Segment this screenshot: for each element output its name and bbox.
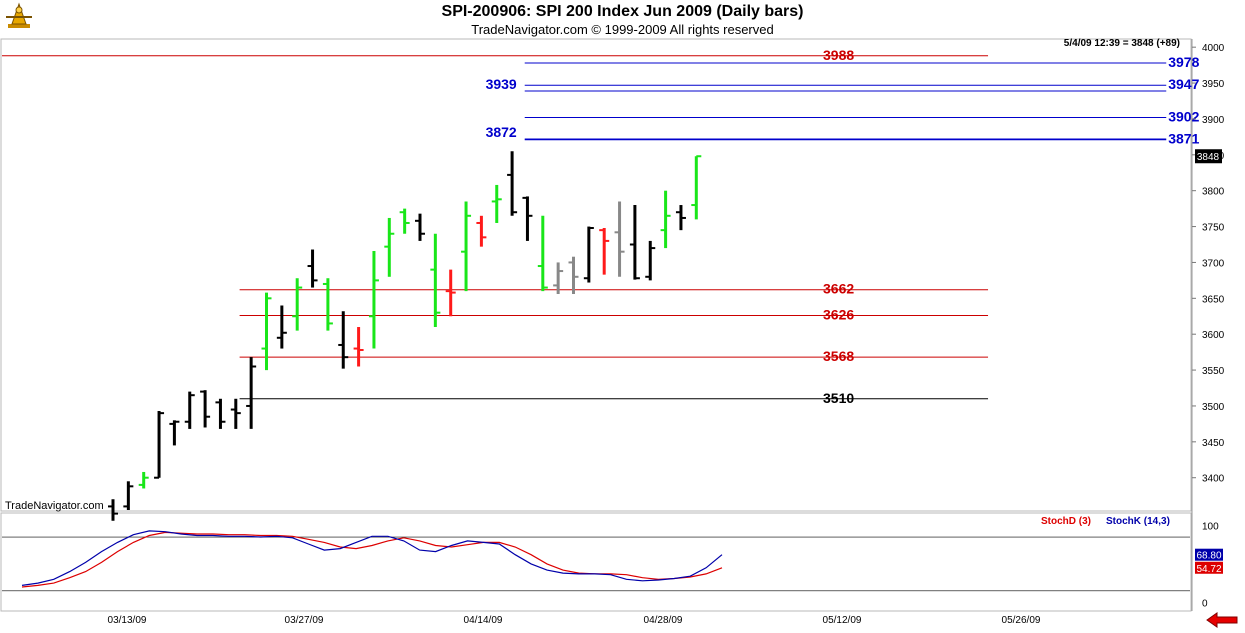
ohlc-bar bbox=[307, 249, 318, 288]
ohlc-bar bbox=[322, 278, 333, 331]
ohlc-bar bbox=[491, 184, 502, 223]
legend-stochk: StochK (14,3) bbox=[1106, 516, 1170, 527]
ohlc-bar bbox=[461, 201, 472, 292]
level-label: 3568 bbox=[823, 348, 854, 364]
last-quote-readout: 5/4/09 12:39 = 3848 (+89) bbox=[1063, 38, 1180, 49]
ohlc-bar bbox=[246, 357, 257, 429]
chart-title: SPI-200906: SPI 200 Index Jun 2009 (Dail… bbox=[441, 3, 804, 20]
y-tick-label: 3650 bbox=[1202, 294, 1225, 305]
stochk-value-label: 68.80 bbox=[1196, 551, 1221, 562]
ohlc-bar bbox=[660, 190, 671, 249]
y-tick-label: 3500 bbox=[1202, 402, 1225, 413]
last-price-label: 3848 bbox=[1197, 152, 1220, 163]
stoch-y-tick-label: 0 bbox=[1202, 598, 1208, 609]
axes: 3400345035003550360036503700375038003850… bbox=[108, 43, 1225, 626]
stoch-plot-area: StochD (3) StochK (14,3) bbox=[2, 516, 1190, 592]
ohlc-bar bbox=[353, 327, 364, 367]
ohlc-bar bbox=[384, 217, 395, 277]
x-tick-label: 05/26/09 bbox=[1002, 615, 1041, 626]
y-tick-label: 3950 bbox=[1202, 79, 1225, 90]
stoch-series-line bbox=[21, 530, 723, 586]
ohlc-bar bbox=[675, 205, 686, 231]
ohlc-bar bbox=[230, 398, 241, 429]
watermark: TradeNavigator.com bbox=[5, 500, 104, 512]
x-tick-label: 04/28/09 bbox=[644, 615, 683, 626]
stochd-value-marker bbox=[1195, 561, 1223, 574]
level-label: 3626 bbox=[823, 307, 854, 323]
navigator-logo-icon bbox=[4, 2, 34, 32]
x-tick-label: 05/12/09 bbox=[823, 615, 862, 626]
ohlc-bar bbox=[430, 233, 441, 328]
ohlc-bar bbox=[476, 215, 487, 247]
ohlc-bar bbox=[276, 305, 287, 349]
level-label: 3871 bbox=[1168, 131, 1199, 147]
price-plot-area: 3988 3978 3947 3939 3902 3872 3871 3662 3626 3568… bbox=[2, 47, 1200, 521]
ohlc-bar bbox=[184, 391, 195, 429]
ohlc-bar bbox=[138, 471, 149, 489]
y-tick-label: 3400 bbox=[1202, 474, 1225, 485]
ohlc-bar bbox=[399, 208, 410, 234]
stochk-value-marker bbox=[1195, 548, 1223, 561]
y-tick-label: 3800 bbox=[1202, 187, 1225, 198]
last-price-marker bbox=[1195, 149, 1222, 164]
legend-stochd: StochD (3) bbox=[1041, 516, 1091, 527]
stoch-y-tick-label: 100 bbox=[1202, 522, 1219, 533]
ohlc-bar bbox=[583, 226, 594, 283]
chart-subtitle: TradeNavigator.com © 1999-2009 All right… bbox=[471, 22, 774, 37]
y-tick-label: 3550 bbox=[1202, 366, 1225, 377]
level-label: 3902 bbox=[1168, 108, 1199, 124]
ohlc-bar bbox=[154, 410, 165, 479]
ohlc-bar bbox=[200, 390, 211, 428]
ohlc-bar bbox=[338, 311, 349, 369]
x-tick-label: 03/27/09 bbox=[285, 615, 324, 626]
level-label: 3662 bbox=[823, 281, 854, 297]
y-tick-label: 3450 bbox=[1202, 438, 1225, 449]
ohlc-bar bbox=[261, 292, 272, 371]
level-label: 3947 bbox=[1168, 76, 1199, 92]
stoch-panel-border bbox=[0, 512, 1192, 612]
ohlc-bar bbox=[169, 420, 180, 446]
ohlc-bar bbox=[629, 205, 640, 280]
level-label: 3872 bbox=[486, 124, 517, 140]
level-label: 3510 bbox=[823, 390, 854, 406]
ohlc-bar bbox=[599, 228, 610, 275]
ohlc-bar bbox=[568, 256, 579, 295]
ohlc-bar bbox=[537, 215, 548, 292]
ohlc-bar bbox=[691, 155, 702, 220]
x-tick-label: 04/14/09 bbox=[464, 615, 503, 626]
ohlc-bar bbox=[553, 262, 564, 295]
ohlc-bar bbox=[645, 240, 656, 281]
ohlc-bar bbox=[368, 250, 379, 349]
level-label: 3988 bbox=[823, 47, 854, 63]
y-tick-label: 3600 bbox=[1202, 330, 1225, 341]
x-tick-label: 03/13/09 bbox=[108, 615, 147, 626]
ohlc-bar bbox=[522, 196, 533, 241]
ohlc-bar bbox=[292, 278, 303, 331]
y-tick-label: 3700 bbox=[1202, 258, 1225, 269]
ohlc-bar bbox=[415, 213, 425, 241]
level-label: 3939 bbox=[486, 76, 517, 92]
ohlc-bar bbox=[507, 151, 518, 216]
ohlc-bar bbox=[445, 269, 456, 317]
level-label: 3978 bbox=[1168, 54, 1199, 70]
ohlc-bar bbox=[215, 398, 226, 429]
scroll-left-arrow-icon[interactable] bbox=[1205, 612, 1239, 628]
ohlc-bar bbox=[123, 481, 134, 510]
ohlc-bar bbox=[108, 499, 118, 521]
y-tick-label: 4000 bbox=[1202, 43, 1225, 54]
ohlc-bar bbox=[614, 201, 625, 277]
price-panel-border bbox=[0, 38, 1192, 512]
y-tick-label: 3750 bbox=[1202, 223, 1225, 234]
y-tick-label: 3900 bbox=[1202, 115, 1225, 126]
stochd-value-label: 54.72 bbox=[1196, 564, 1221, 575]
